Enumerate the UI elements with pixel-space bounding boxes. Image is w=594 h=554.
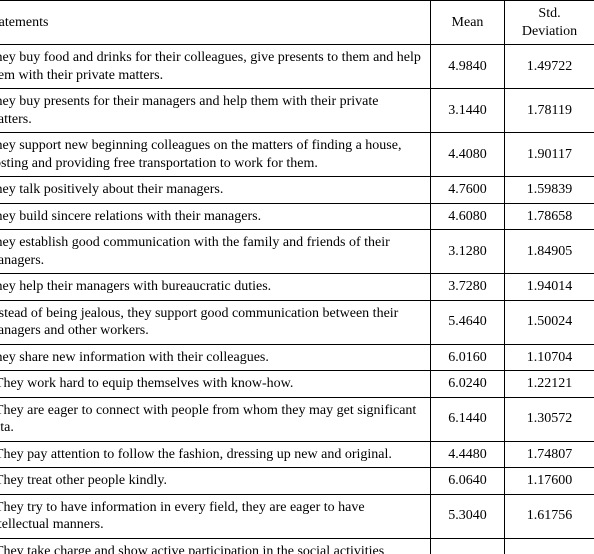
stmt-cell: They talk positively about their manager… <box>0 177 431 204</box>
table-row: ) They are eager to connect with people … <box>0 397 594 441</box>
statements-table: Statements Mean Std. Deviation They buy … <box>0 0 594 554</box>
mean-cell: 4.7600 <box>431 177 505 204</box>
col-header-std: Std. Deviation <box>505 1 594 45</box>
table-row: They support new beginning colleagues on… <box>0 133 594 177</box>
table-row: Instead of being jealous, they support g… <box>0 300 594 344</box>
stmt-cell: ) They take charge and show active parti… <box>0 538 431 554</box>
table-row: They build sincere relations with their … <box>0 203 594 230</box>
table-row: They buy presents for their managers and… <box>0 89 594 133</box>
mean-cell: 4.4480 <box>431 441 505 468</box>
stmt-cell: They share new information with their co… <box>0 344 431 371</box>
std-cell: 1.10704 <box>505 344 594 371</box>
table-row: ) They pay attention to follow the fashi… <box>0 441 594 468</box>
std-cell: 1.30572 <box>505 397 594 441</box>
std-cell: 1.50024 <box>505 300 594 344</box>
mean-cell: 4.4080 <box>431 133 505 177</box>
table-row: They talk positively about their manager… <box>0 177 594 204</box>
std-cell: 1.78658 <box>505 203 594 230</box>
mean-cell: 6.0240 <box>431 371 505 398</box>
stmt-cell: They buy presents for their managers and… <box>0 89 431 133</box>
mean-cell: 6.1440 <box>431 397 505 441</box>
table-row: They establish good communication with t… <box>0 230 594 274</box>
mean-cell: 3.1440 <box>431 89 505 133</box>
stmt-cell: Instead of being jealous, they support g… <box>0 300 431 344</box>
mean-cell: 3.1280 <box>431 230 505 274</box>
stmt-cell: ) They work hard to equip themselves wit… <box>0 371 431 398</box>
table-row: ) They take charge and show active parti… <box>0 538 594 554</box>
stmt-cell: They help their managers with bureaucrat… <box>0 274 431 301</box>
table-row: ) They try to have information in every … <box>0 494 594 538</box>
mean-cell: 3.7280 <box>431 274 505 301</box>
stmt-cell: They support new beginning colleagues on… <box>0 133 431 177</box>
std-cell: 1.17600 <box>505 468 594 495</box>
table-row: They buy food and drinks for their colle… <box>0 45 594 89</box>
mean-cell: 6.0160 <box>431 344 505 371</box>
mean-cell: 5.3040 <box>431 494 505 538</box>
stmt-cell: ) They pay attention to follow the fashi… <box>0 441 431 468</box>
mean-cell: 4.6080 <box>431 203 505 230</box>
std-cell: 1.59839 <box>505 177 594 204</box>
table-row: They help their managers with bureaucrat… <box>0 274 594 301</box>
std-cell: 1.49722 <box>505 45 594 89</box>
table-row: ) They treat other people kindly.6.06401… <box>0 468 594 495</box>
table-header-row: Statements Mean Std. Deviation <box>0 1 594 45</box>
std-cell: 1.61756 <box>505 494 594 538</box>
std-cell: 1.84905 <box>505 230 594 274</box>
mean-cell: 4.9840 <box>431 45 505 89</box>
col-header-statements: Statements <box>0 1 431 45</box>
table-body: They buy food and drinks for their colle… <box>0 45 594 554</box>
viewport: Statements Mean Std. Deviation They buy … <box>0 0 594 554</box>
std-cell: 1.73082 <box>505 538 594 554</box>
stmt-cell: ) They treat other people kindly. <box>0 468 431 495</box>
std-cell: 1.74807 <box>505 441 594 468</box>
table-row: They share new information with their co… <box>0 344 594 371</box>
stmt-cell: They establish good communication with t… <box>0 230 431 274</box>
col-header-mean: Mean <box>431 1 505 45</box>
mean-cell: 5.1680 <box>431 538 505 554</box>
mean-cell: 5.4640 <box>431 300 505 344</box>
std-cell: 1.90117 <box>505 133 594 177</box>
stmt-cell: They build sincere relations with their … <box>0 203 431 230</box>
stmt-cell: They buy food and drinks for their colle… <box>0 45 431 89</box>
std-cell: 1.94014 <box>505 274 594 301</box>
std-cell: 1.22121 <box>505 371 594 398</box>
stmt-cell: ) They are eager to connect with people … <box>0 397 431 441</box>
table-row: ) They work hard to equip themselves wit… <box>0 371 594 398</box>
stmt-cell: ) They try to have information in every … <box>0 494 431 538</box>
std-cell: 1.78119 <box>505 89 594 133</box>
mean-cell: 6.0640 <box>431 468 505 495</box>
